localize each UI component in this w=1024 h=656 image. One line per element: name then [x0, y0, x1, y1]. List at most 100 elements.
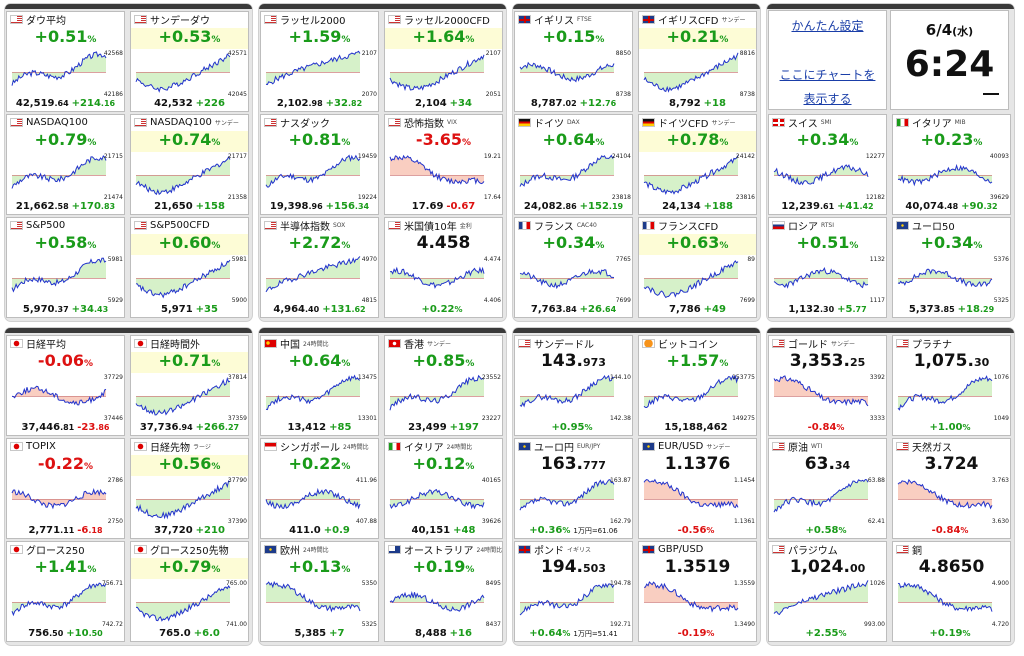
chart-high: 19.21	[483, 153, 501, 160]
sparkline-line	[389, 488, 485, 510]
market-card[interactable]: 日経先物 ラージ +0.56% 37790 37390 37,720 +210	[130, 438, 249, 539]
chart-link-line2[interactable]: 表示する	[803, 92, 852, 106]
sparkline-area	[898, 479, 992, 509]
sparkline-chart	[135, 259, 231, 299]
change-percent: -0.22%	[37, 454, 94, 473]
market-card[interactable]: EUR/USD サンデー 1.1376 1.1454 1.1361 -0.56%	[638, 438, 757, 539]
card-footer: -0.56%	[677, 525, 715, 536]
sparkline-area	[12, 583, 106, 615]
chart-high: 63.88	[867, 477, 885, 484]
card-footer: 24,082.86 +152.19	[523, 201, 624, 212]
clock-panel: 6/4(水) 6:24	[890, 10, 1009, 110]
sparkline-line	[11, 155, 107, 189]
sparkline-chart	[389, 54, 485, 92]
simple-settings-link[interactable]: かんたん設定	[791, 19, 864, 33]
chart-high: 756.71	[102, 580, 123, 587]
market-card[interactable]: TOPIX -0.22% 2786 2750 2,771.11 -6.18	[6, 438, 125, 539]
chart-low: 17.64	[483, 194, 501, 201]
chart-low: 162.79	[610, 518, 631, 525]
change: +214.16	[71, 98, 116, 109]
market-card[interactable]: 恐怖指数 VIX -3.65% 19.21 17.64 17.69 -0.67	[384, 114, 503, 215]
chart-link-line1[interactable]: ここにチャートを	[779, 68, 876, 82]
market-card[interactable]: ゴールド サンデー 3,353.25 3392 3333 -0.84%	[768, 335, 887, 436]
change-percent: -3.65%	[415, 130, 472, 149]
card-header: ラッセル2000	[261, 12, 378, 27]
card-footer: 765.0 +6.0	[131, 627, 248, 640]
market-card[interactable]: スイス SMI +0.34% 12277 12182 12,239.61 +41.42	[768, 114, 887, 215]
card-header: TOPIX	[7, 439, 124, 454]
market-card[interactable]: イギリスCFD サンデー +0.21% 8816 8738 8,792 +18	[638, 11, 757, 112]
chart-low: 1.1361	[734, 518, 755, 525]
price-value: 1.3519	[664, 557, 731, 577]
card-header: 半導体指数 SOX	[261, 218, 378, 233]
market-card[interactable]: S&P500CFD +0.60% 5981 5900 5,971 +35	[130, 217, 249, 318]
change-percent: +0.60%	[131, 234, 248, 255]
us-flag	[388, 118, 401, 127]
change-percent: +0.12%	[412, 454, 475, 473]
sparkline-chart	[897, 268, 993, 288]
change: +210	[195, 525, 225, 536]
market-card[interactable]: ダウ平均 +0.51% 42568 42186 42,519.64 +214.16	[6, 11, 125, 112]
chart-low: 21474	[103, 194, 123, 201]
market-card[interactable]: イタリア MIB +0.23% 40093 39629 40,074.48 +90.32	[892, 114, 1011, 215]
market-card[interactable]: イタリア 24時間比 +0.12% 40165 39626 40,151 +48	[384, 438, 503, 539]
market-card[interactable]: グロース250先物 +0.79% 765.00 741.00 765.0 +6.0	[130, 541, 249, 642]
market-card[interactable]: プラチナ 1,075.30 1076 1049 +1.00%	[892, 335, 1011, 436]
market-card[interactable]: イギリス FTSE +0.15% 8850 8738 8,787.02 +12.76	[514, 11, 633, 112]
card-footer: +0.58%	[805, 525, 847, 536]
market-card[interactable]: フランス CAC40 +0.34% 7765 7699 7,763.84 +26.64	[514, 217, 633, 318]
market-card[interactable]: NASDAQ100 +0.79% 21715 21474 21,662.58 +170.8…	[6, 114, 125, 215]
chart-low: 21358	[227, 194, 247, 201]
sparkline-area	[644, 376, 738, 408]
sparkline-chart	[389, 266, 485, 289]
market-card[interactable]: ラッセル2000CFD +1.64% 2107 2051 2,104 +34	[384, 11, 503, 112]
market-card[interactable]: ロシア RTSI +0.51% 1132 1117 1,132.30 +5.77	[768, 217, 887, 318]
change: +0.9	[323, 525, 350, 536]
market-card[interactable]: ドイツCFD サンデー +0.78% 24142 23816 24,134 +188	[638, 114, 757, 215]
clock-time: 6:24	[904, 44, 995, 85]
chart-high: 194.78	[610, 580, 631, 587]
hk-flag	[388, 339, 401, 348]
market-card[interactable]: 中国 24時間比 +0.64% 13475 13301 13,412 +85	[260, 335, 379, 436]
market-card[interactable]: 米国債10年 金利 4.458 4.474 4.406 +0.22%	[384, 217, 503, 318]
market-card[interactable]: 香港 サンデー +0.85% 23552 23227 23,499 +197	[384, 335, 503, 436]
market-card[interactable]: 欧州 24時間比 +0.13% 5350 5325 5,385 +7	[260, 541, 379, 642]
sparkline-chart	[897, 478, 993, 510]
card-header: イタリア MIB	[893, 115, 1010, 130]
market-card[interactable]: 日経時間外 +0.71% 37814 37359 37,736.94 +266.27	[130, 335, 249, 436]
market-card[interactable]: 銅 4.8650 4.900 4.720 +0.19%	[892, 541, 1011, 642]
market-card[interactable]: GBP/USD 1.3519 1.3559 1.3490 -0.19%	[638, 541, 757, 642]
market-card[interactable]: 天然ガス 3.724 3.763 3.630 -0.84%	[892, 438, 1011, 539]
jp-flag	[134, 442, 147, 451]
chart-low: 39629	[989, 194, 1009, 201]
change-percent: +0.74%	[131, 131, 248, 152]
market-card[interactable]: サンデーダウ +0.53% 42571 42045 42,532 +226	[130, 11, 249, 112]
market-card[interactable]: オーストラリア 24時間比 +0.19% 8495 8437 8,488 +16	[384, 541, 503, 642]
card-header: グロース250	[7, 542, 124, 557]
market-card[interactable]: NASDAQ100 サンデー +0.74% 21717 21358 21,650 +158	[130, 114, 249, 215]
instrument-name: ポンド	[534, 546, 564, 557]
market-card[interactable]: ラッセル2000 +1.59% 2107 2070 2,102.98 +32.82	[260, 11, 379, 112]
market-card[interactable]: ユーロ50 +0.34% 5376 5325 5,373.85 +18.29	[892, 217, 1011, 318]
market-card[interactable]: ナスダック +0.81% 19459 19224 19,398.96 +156.34	[260, 114, 379, 215]
market-card[interactable]: シンガポール 24時間比 +0.22% 411.96 407.88 411.0 +0.9	[260, 438, 379, 539]
market-card[interactable]: フランスCFD +0.63% 89 7699 7,786 +49	[638, 217, 757, 318]
market-card[interactable]: 原油 WTI 63.34 63.88 62.41 +0.58%	[768, 438, 887, 539]
market-card[interactable]: ポンド イギリス 194.503 194.78 192.71 +0.64% 1万円=51.4…	[514, 541, 633, 642]
market-card[interactable]: ユーロ円 EUR/JPY 163.777 163.87 162.79 +0.36% 1万円=…	[514, 438, 633, 539]
instrument-sub: EUR/JPY	[577, 443, 601, 450]
change: +158	[195, 201, 225, 212]
market-card[interactable]: 半導体指数 SOX +2.72% 4970 4815 4,964.40 +131.62	[260, 217, 379, 318]
market-card[interactable]: 日経平均 -0.06% 37729 37446 37,446.81 -23.86	[6, 335, 125, 436]
market-card[interactable]: サンデードル 143.973 144.10 142.38 +0.95%	[514, 335, 633, 436]
sparkline-line	[643, 581, 739, 613]
card-footer: 37,446.81 -23.86	[21, 422, 110, 433]
change-percent: +0.15%	[542, 27, 605, 46]
sparkline-chart	[11, 155, 107, 189]
market-card[interactable]: グロース250 +1.41% 756.71 742.72 756.50 +10.50	[6, 541, 125, 642]
market-card[interactable]: パラジウム 1,024.00 1026 993.00 +2.55%	[768, 541, 887, 642]
market-card[interactable]: ドイツ DAX +0.64% 24104 23818 24,082.86 +152.19	[514, 114, 633, 215]
market-card[interactable]: S&P500 +0.58% 5981 5929 5,970.37 +34.43	[6, 217, 125, 318]
card-header: ビットコイン	[639, 336, 756, 351]
market-card[interactable]: ビットコイン +1.57% 153775 149275 15,188,462	[638, 335, 757, 436]
